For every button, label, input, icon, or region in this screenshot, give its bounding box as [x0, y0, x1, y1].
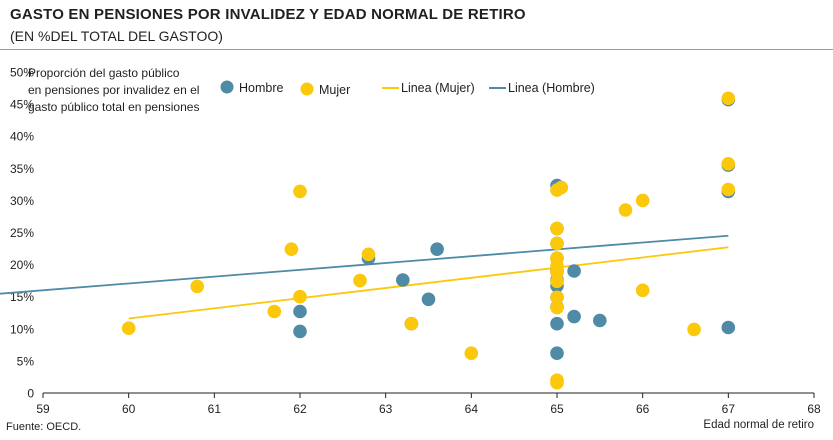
y-axis-label-line-1: Proporción del gasto público	[28, 66, 180, 80]
data-point-mujer	[550, 236, 564, 251]
data-point-mujer	[618, 203, 633, 217]
y-tick-label: 40%	[10, 130, 34, 144]
data-point-mujer	[721, 182, 736, 197]
x-tick-label: 62	[293, 402, 307, 416]
data-point-mujer	[550, 290, 564, 305]
data-point-hombre	[396, 273, 410, 287]
y-tick-label: 0	[27, 387, 34, 401]
x-tick-label: 59	[36, 402, 50, 416]
x-tick-label: 67	[722, 402, 736, 416]
y-tick-label: 10%	[10, 322, 34, 336]
data-point-hombre	[567, 309, 581, 324]
data-point-mujer	[687, 322, 701, 337]
data-point-hombre	[567, 264, 581, 278]
data-point-mujer	[293, 184, 307, 199]
y-tick-label: 5%	[17, 354, 35, 368]
data-point-mujer	[293, 289, 307, 304]
x-axis-ticks: 59 60 61 62 63 64 65 66 67 68	[36, 393, 821, 416]
y-tick-label: 15%	[10, 290, 34, 304]
trendlines	[0, 234, 729, 320]
y-axis-label-line-2: en pensiones por invalidez en el	[28, 83, 199, 97]
x-tick-label: 63	[379, 402, 393, 416]
data-point-mujer	[353, 273, 367, 288]
trendline-hombre	[0, 234, 729, 295]
data-point-mujer	[121, 321, 136, 336]
y-tick-label: 35%	[10, 162, 34, 176]
y-tick-label: 50%	[10, 66, 34, 80]
legend-mujer-marker	[300, 82, 314, 96]
x-axis-label: Edad normal de retiro	[703, 419, 814, 431]
data-point-mujer	[464, 346, 479, 361]
y-tick-label: 20%	[10, 258, 34, 272]
data-point-mujer	[721, 91, 736, 106]
data-point-mujer	[550, 274, 564, 289]
legend-linea-mujer-label: Linea (Mujer)	[401, 81, 475, 95]
data-point-hombre	[550, 316, 564, 331]
x-tick-label: 61	[208, 402, 222, 416]
legend: Hombre Mujer Linea (Mujer) Linea (Hombre…	[220, 80, 595, 97]
y-axis-label-line-3: gasto público total en pensiones	[28, 100, 199, 114]
x-tick-label: 64	[465, 402, 479, 416]
data-point-mujer	[404, 316, 419, 331]
source-note: Fuente: OECD.	[6, 421, 82, 433]
data-point-mujer	[284, 242, 299, 256]
data-point-mujer	[550, 375, 564, 390]
data-point-hombre	[293, 324, 307, 339]
data-point-hombre	[293, 304, 307, 319]
data-points	[121, 91, 736, 390]
x-tick-label: 60	[122, 402, 136, 416]
title-divider	[0, 49, 833, 50]
y-tick-label: 30%	[10, 194, 34, 208]
data-point-hombre	[550, 346, 564, 361]
legend-linea-hombre-label: Linea (Hombre)	[508, 81, 595, 95]
trendline-mujer	[128, 246, 729, 320]
data-point-mujer	[190, 279, 204, 294]
data-point-mujer	[635, 283, 650, 298]
data-point-mujer	[361, 247, 376, 262]
chart-title: GASTO EN PENSIONES POR INVALIDEZ Y EDAD …	[10, 6, 526, 23]
data-point-mujer	[550, 221, 564, 236]
legend-mujer-label: Mujer	[319, 83, 350, 97]
data-point-hombre	[721, 320, 736, 335]
data-point-mujer	[267, 304, 282, 319]
x-tick-label: 65	[550, 402, 564, 416]
x-tick-label: 68	[807, 402, 821, 416]
x-tick-label: 66	[636, 402, 650, 416]
data-point-hombre	[593, 313, 607, 328]
y-tick-label: 45%	[10, 98, 34, 112]
data-point-hombre	[421, 292, 436, 307]
legend-hombre-label: Hombre	[239, 81, 284, 95]
y-tick-label: 25%	[10, 226, 34, 240]
legend-hombre-marker	[220, 80, 234, 94]
y-axis-ticks: 0 5% 10% 15% 20% 25% 30% 35% 40% 45% 50%	[10, 66, 34, 401]
data-point-mujer	[721, 157, 736, 171]
data-point-mujer	[550, 300, 564, 315]
data-point-mujer	[635, 193, 650, 208]
data-point-hombre	[430, 242, 444, 256]
data-point-mujer	[554, 180, 569, 195]
chart-subtitle: (EN %DEL TOTAL DEL GASTOO)	[10, 28, 223, 44]
